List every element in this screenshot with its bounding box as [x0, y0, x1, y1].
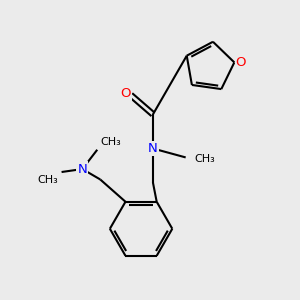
Text: CH₃: CH₃ [100, 137, 121, 147]
Text: CH₃: CH₃ [38, 175, 58, 185]
Text: O: O [120, 87, 130, 100]
Text: CH₃: CH₃ [195, 154, 215, 164]
Text: O: O [236, 56, 246, 69]
Text: N: N [148, 142, 158, 155]
Text: N: N [77, 163, 87, 176]
